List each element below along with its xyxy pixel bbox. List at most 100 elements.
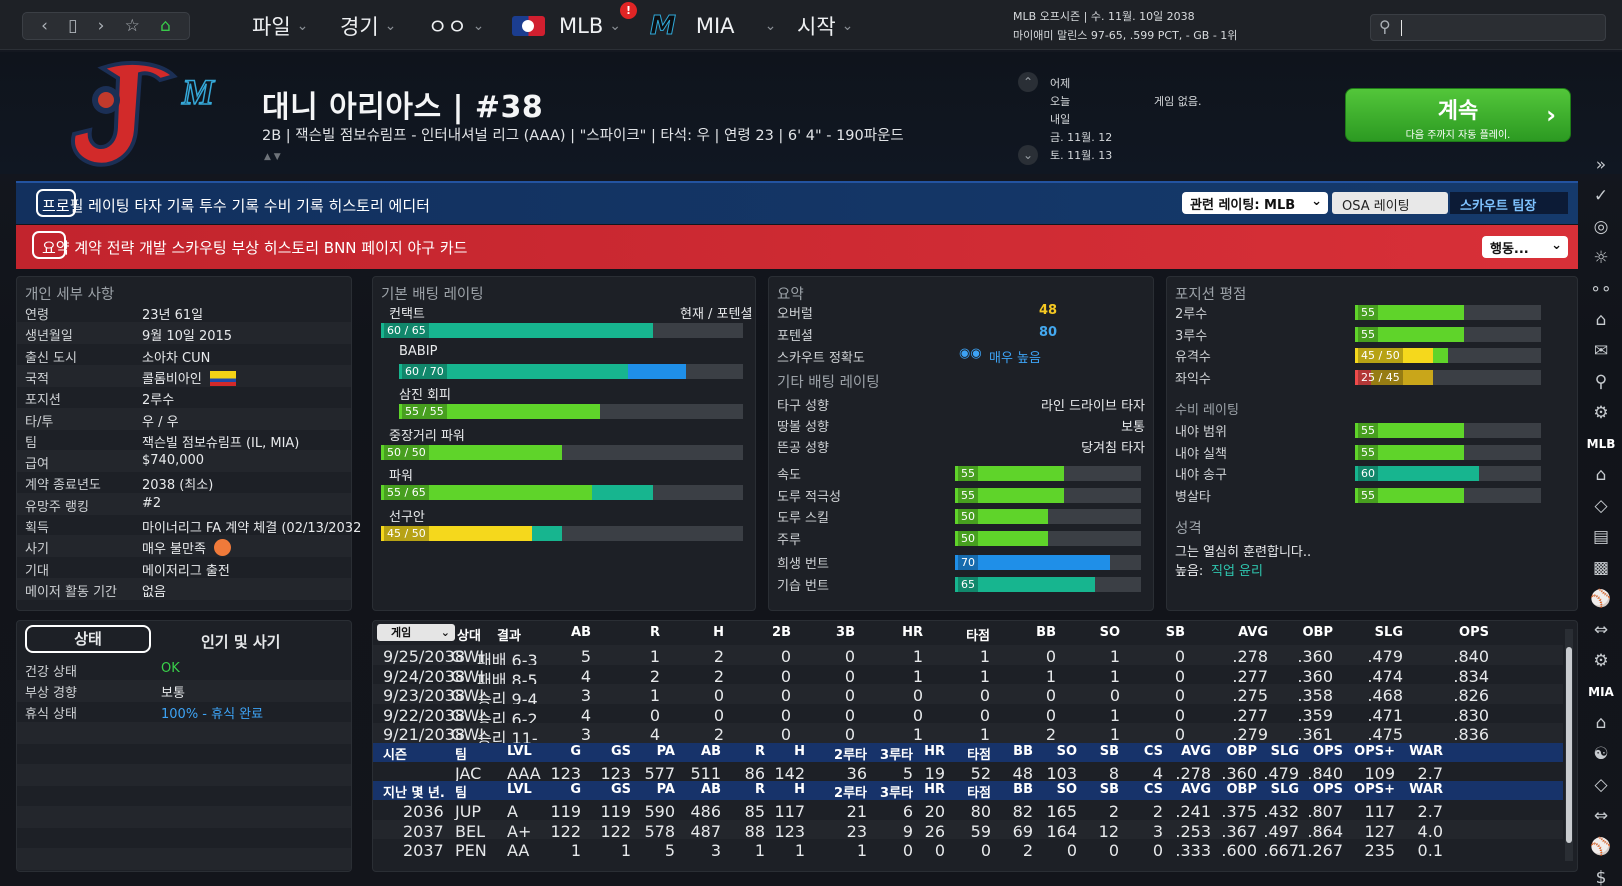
card-icon[interactable]: ▤ <box>1592 527 1610 547</box>
schedule-up-icon[interactable]: ⌃ <box>1018 72 1038 92</box>
stat-col-header: R <box>754 782 765 797</box>
gear-icon[interactable]: ⚙ <box>1593 403 1609 423</box>
defense-rating-bar: 55 <box>1355 487 1541 503</box>
game-filter-dropdown[interactable]: 게임 ⌄ <box>377 624 455 641</box>
player-nav-arrows[interactable]: ▲ ▼ <box>264 152 281 162</box>
game-cell: 9/22/2038 <box>383 705 466 725</box>
game-cell: .474 <box>1367 666 1403 686</box>
batting-rating-name: 파워 <box>389 469 413 484</box>
detail-row: 급여 $740,000 <box>17 450 351 473</box>
tab-status[interactable]: 상태 <box>25 625 151 653</box>
game-cell: 0 <box>844 686 855 705</box>
menu-mlb[interactable]: MLB ⌄ <box>512 10 621 42</box>
check-icon[interactable]: ✓ <box>1593 186 1609 206</box>
menu-mia[interactable]: M MIA ⌄ <box>650 10 777 42</box>
detail-value: 마이너리그 FA 계약 체결 (02/13/2032 <box>142 521 362 536</box>
bar-current <box>399 404 600 419</box>
defense-name: 병살타 <box>1175 489 1211 505</box>
menu-game[interactable]: 경기 ⌄ <box>340 10 396 42</box>
mail-icon[interactable]: ✉ <box>1593 341 1609 361</box>
batting-rating-name: 컨택트 <box>389 307 425 322</box>
bar-current <box>1355 487 1464 503</box>
detail-value: 잭슨빌 점보슈림프 (IL, MIA) <box>142 435 300 451</box>
scout-chief-toggle[interactable]: 스카우트 팀장 <box>1450 192 1568 214</box>
stat-col-header: OBP <box>1226 743 1258 759</box>
stat-cell: 2037 <box>403 841 444 860</box>
status-rows: 건강 상태 OK 부상 경향 보통 휴식 상태 100% - 휴식 완료 <box>17 659 351 870</box>
tab-selected-outline <box>36 189 76 217</box>
star-icon[interactable]: ☆ <box>124 16 140 36</box>
home-icon[interactable]: ⌂ <box>1595 465 1607 485</box>
continue-label: 계속 <box>1437 99 1479 124</box>
bar-current <box>381 323 622 338</box>
menu-start[interactable]: 시작 ⌄ <box>797 10 853 42</box>
status-row <box>17 848 351 870</box>
bar-label: 55 / 55 <box>402 404 447 419</box>
stat-cell: 590 <box>644 802 675 821</box>
back-icon[interactable]: ‹ <box>41 16 48 36</box>
player-tab-row[interactable]: 요약 계약 전략 개발 스카우팅 부상 히스토리 BNN 페이지 야구 카드 <box>42 239 468 257</box>
collapse-icon[interactable]: » <box>1595 155 1607 175</box>
oo-icon[interactable]: ∘∘ <box>1590 279 1612 299</box>
stat-col-header: 타점 <box>967 747 991 763</box>
forward-icon[interactable]: › <box>97 16 105 36</box>
stat-cell: 0 <box>980 841 991 860</box>
status-value: 보통 <box>161 686 185 701</box>
game-cell: 1 <box>1109 666 1120 686</box>
gear-icon[interactable]: ⚙ <box>1593 651 1609 671</box>
profile-tab-row[interactable]: 프로필 레이팅 타자 기록 투수 기록 수비 기록 히스토리 에디터 <box>42 197 430 215</box>
search-icon[interactable]: ⚲ <box>1594 372 1608 392</box>
stat-cell: 235 <box>1364 841 1395 860</box>
transfer-icon[interactable]: ⇔ <box>1593 806 1609 826</box>
baseball-icon[interactable]: ⚾ <box>1590 589 1612 609</box>
window-icon[interactable]: ▯ <box>68 16 78 36</box>
defense-title: 수비 레이팅 <box>1175 403 1239 418</box>
schedule-down-icon[interactable]: ⌄ <box>1018 145 1038 165</box>
menu-oo[interactable]: ㅇㅇ ⌄ <box>428 10 484 42</box>
game-col-header: HR <box>902 625 923 640</box>
defense-rating-bar: 55 <box>1355 423 1541 438</box>
action-dropdown[interactable]: 행동... ⌄ <box>1482 236 1568 258</box>
detail-value: #2 <box>142 495 162 511</box>
stat-col-header: SLG <box>1270 782 1299 797</box>
continue-button[interactable]: 계속 다음 주까지 자동 플레이. › <box>1345 88 1571 142</box>
home-icon[interactable]: ⌂ <box>1595 713 1607 733</box>
scrollbar-thumb[interactable] <box>1566 647 1572 843</box>
chart-icon[interactable]: ▩ <box>1592 558 1610 578</box>
bulb-icon[interactable]: ☼ <box>1593 248 1609 268</box>
search-input[interactable]: ⚲ <box>1370 14 1606 41</box>
game-cell: .826 <box>1453 686 1489 705</box>
game-cell: 0 <box>844 647 855 666</box>
detail-row: 팀 잭슨빌 점보슈림프 (IL, MIA) <box>17 429 351 451</box>
diamond-icon[interactable]: ◇ <box>1594 496 1608 516</box>
stat-cell: 127 <box>1364 821 1395 841</box>
game-col-header: SLG <box>1374 625 1403 640</box>
stat-cell: .497 <box>1263 821 1299 841</box>
stats-scrollbar[interactable] <box>1565 629 1573 861</box>
ratings-dropdown[interactable]: 관련 레이팅: MLB ⌄ <box>1182 192 1328 214</box>
home-icon[interactable]: ⌂ <box>160 16 171 36</box>
tab-popularity[interactable]: 인기 및 사기 <box>201 633 281 651</box>
detail-row: 생년월일 9월 10일 2015 <box>17 322 351 345</box>
game-cell: 4 <box>580 705 591 725</box>
status-row <box>17 764 351 786</box>
osa-ratings-toggle[interactable]: OSA 레이팅 <box>1332 192 1448 214</box>
detail-row: 타/투 우 / 우 <box>17 407 351 430</box>
detail-label: 생년월일 <box>25 329 73 345</box>
other-rating-name: 희생 번트 <box>777 557 829 572</box>
globe-icon[interactable]: ◎ <box>1593 217 1609 237</box>
detail-value: 소아차 CUN <box>142 350 211 366</box>
marlins-logo-icon: M <box>650 11 677 42</box>
menu-file[interactable]: 파일 ⌄ <box>252 10 308 42</box>
stat-cell: 5 <box>902 763 913 783</box>
home-icon[interactable]: ⌂ <box>1595 310 1607 330</box>
transfer-icon[interactable]: ⇔ <box>1593 620 1609 640</box>
stat-col-header: HR <box>924 743 945 759</box>
stat-col-header: SLG <box>1270 743 1299 759</box>
baseball-icon[interactable]: ⚾ <box>1590 837 1612 857</box>
schedule-day: 금. 11월. 12 <box>1050 131 1113 144</box>
dollar-icon[interactable]: $ <box>1595 868 1607 886</box>
diamond-icon[interactable]: ◇ <box>1594 775 1608 795</box>
game-cell: 0 <box>1045 647 1056 666</box>
roster-icon[interactable]: ☯ <box>1593 744 1609 764</box>
